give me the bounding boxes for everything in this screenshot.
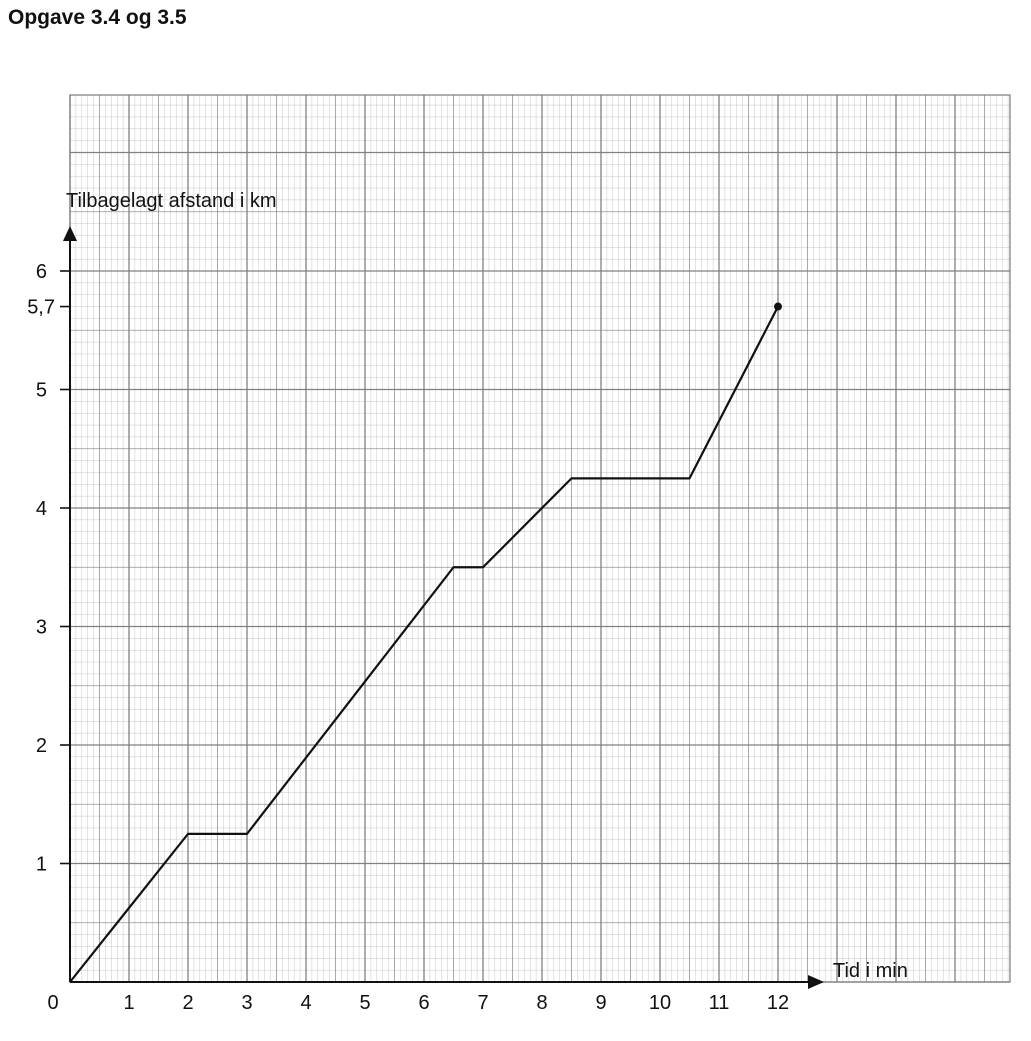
axes — [63, 226, 824, 989]
page-title: Opgave 3.4 og 3.5 — [8, 6, 187, 29]
x-axis-title: Tid i min — [833, 960, 908, 982]
grid-border — [69, 94, 1011, 983]
x-tick-label: 1 — [123, 992, 134, 1014]
y-tick-label: 1 — [36, 854, 47, 876]
x-tick-label: 11 — [709, 992, 730, 1014]
x-tick-label: 10 — [649, 992, 671, 1014]
x-tick-label: 2 — [182, 992, 193, 1014]
graph-paper-grid — [69, 94, 1011, 983]
series-end-point — [774, 302, 782, 311]
x-tick-label: 0 — [47, 992, 58, 1014]
y-tick-label: 6 — [36, 261, 47, 283]
x-tick-label: 3 — [241, 992, 252, 1014]
series-line — [69, 306, 779, 983]
series — [69, 302, 782, 983]
x-tick-label: 5 — [359, 992, 370, 1014]
x-axis-arrow — [808, 975, 824, 989]
y-tick-label: 3 — [36, 617, 47, 639]
y-tick-label: 5 — [36, 380, 47, 402]
y-tick-label: 4 — [36, 498, 47, 520]
y-axis-arrow — [63, 226, 77, 241]
x-tick-label: 9 — [595, 992, 606, 1014]
x-tick-label: 6 — [418, 992, 429, 1014]
x-tick-label: 7 — [477, 992, 488, 1014]
y-axis-title: Tilbagelagt afstand i km — [66, 190, 276, 212]
x-tick-label: 8 — [536, 992, 547, 1014]
y-tick-label-special: 5,7 — [27, 297, 55, 319]
x-tick-label: 12 — [767, 992, 789, 1014]
x-tick-label: 4 — [300, 992, 311, 1014]
y-tick-label: 2 — [36, 735, 47, 757]
